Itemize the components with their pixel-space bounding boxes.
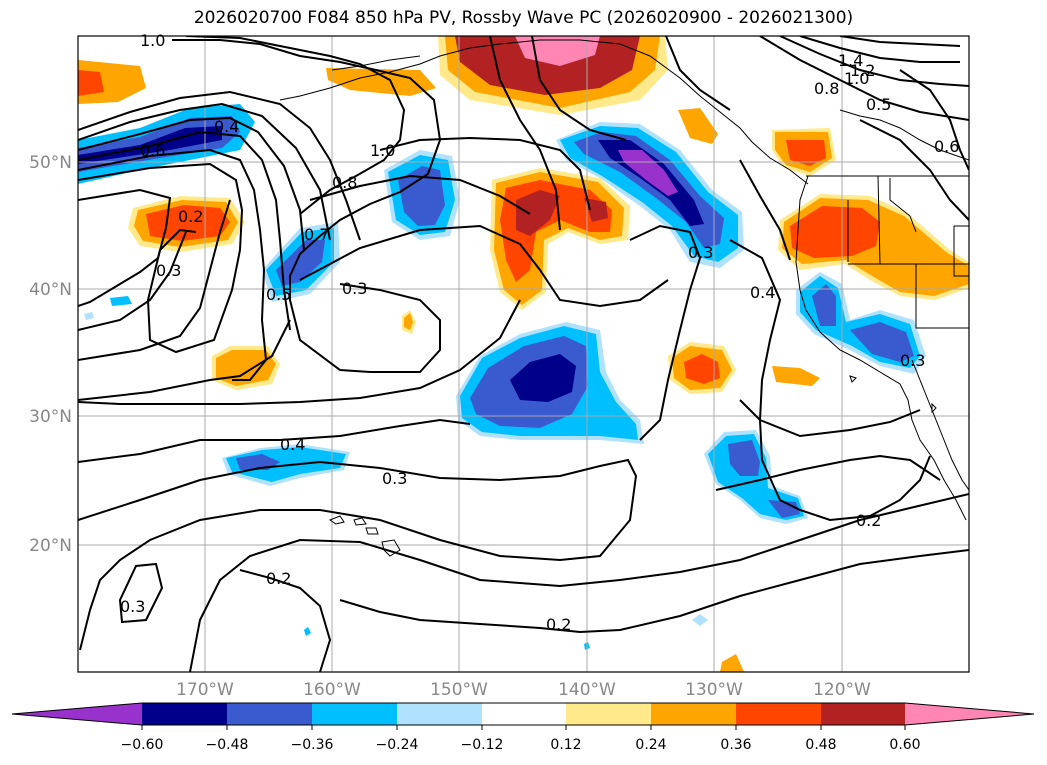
contour-label: 1.0: [140, 31, 165, 50]
pv-shade-pos-024: [404, 313, 413, 330]
pv-shade-neg-048: [510, 354, 576, 402]
contour-label: 0.3: [382, 469, 407, 488]
contour-label: 0.3: [342, 279, 367, 298]
colorbar-bin: [227, 703, 312, 725]
colorbar-bin: [566, 703, 651, 725]
pv-shade-pos-036: [790, 206, 880, 258]
colorbar-tick-label: −0.60: [121, 737, 164, 753]
contour-label: 0.8: [814, 79, 839, 98]
colorbar-bin: [312, 703, 397, 725]
contour-label: 1.2: [850, 61, 875, 80]
pv-shade-pos-024: [678, 108, 718, 144]
pv-shade-neg-036: [398, 166, 445, 226]
contour-label: 0.3: [120, 597, 145, 616]
colorbar-tick-label: −0.24: [376, 737, 419, 753]
lat-label: 30°N: [29, 407, 72, 427]
lon-label: 130°W: [685, 680, 743, 700]
colorbar-tick-label: 0.24: [635, 737, 666, 753]
contour-label: 1.4: [838, 51, 863, 70]
pv-shade-neg-036: [850, 322, 914, 362]
colorbar-bin: [651, 703, 736, 725]
contour-label: 0.8: [332, 173, 357, 192]
colorbar: −0.60 −0.48 −0.36 −0.24 −0.12 0.12 0.24 …: [11, 702, 1035, 753]
pv-shade-neg-012: [692, 614, 708, 626]
map-title: 2026020700 F084 850 hPa PV, Rossby Wave …: [193, 8, 854, 28]
contour-label: 0.2: [546, 615, 571, 634]
pv-shade-neg-012: [84, 312, 94, 320]
pv-shade-pos-036: [684, 354, 720, 384]
colorbar-extend-low: [12, 703, 142, 725]
pv-shade-pos-024: [772, 366, 820, 386]
colorbar-bin: [821, 703, 905, 725]
contour-label: 0.6: [934, 137, 959, 156]
contour-label: 0.4: [280, 435, 305, 454]
contour-label: 0.2: [178, 207, 203, 226]
contour-label: 1.0: [370, 141, 395, 160]
lon-label: 160°W: [303, 680, 361, 700]
pv-shade-neg-036: [236, 454, 280, 470]
lon-label: 120°W: [813, 680, 871, 700]
lon-label: 170°W: [176, 680, 234, 700]
contour-label: 0.5: [866, 95, 891, 114]
contour-label: 0.7: [304, 225, 329, 244]
contour-label: 0.3: [688, 243, 713, 262]
latitude-labels: 50°N 40°N 30°N 20°N: [29, 153, 72, 556]
colorbar-bin: [482, 703, 566, 725]
contour-label: 0.5: [266, 285, 291, 304]
pv-shade-neg-024: [110, 296, 132, 306]
pv-shade-pos-048: [516, 190, 560, 236]
colorbar-bin: [736, 703, 821, 725]
pv-shade-pos-036: [78, 70, 104, 96]
pv-shade-pos-024: [326, 68, 436, 96]
contour-labels: 1.0 0.6 0.4 0.2 0.3 0.5 0.7 0.8 1.0 0.3 …: [120, 31, 959, 634]
lat-label: 40°N: [29, 280, 72, 300]
pv-shade-pos-048: [584, 198, 608, 222]
longitude-labels: 170°W 160°W 150°W 140°W 130°W 120°W: [176, 680, 871, 700]
colorbar-tick-label: −0.48: [206, 737, 249, 753]
colorbar-tick-label: −0.12: [461, 737, 504, 753]
colorbar-tick-label: 0.36: [720, 737, 751, 753]
pv-contours: [78, 36, 969, 672]
pv-shade-pos-036: [786, 140, 826, 166]
colorbar-tick-label: 0.48: [805, 737, 836, 753]
graticule: [78, 36, 969, 672]
pv-shade-pos-024: [720, 654, 744, 672]
colorbar-extend-high: [905, 703, 1034, 725]
pv-shade-neg-036: [728, 440, 760, 476]
contour-label: 0.3: [900, 351, 925, 370]
colorbar-bin: [142, 703, 227, 725]
lon-label: 150°W: [430, 680, 488, 700]
lon-label: 140°W: [558, 680, 616, 700]
contour-label: 0.2: [856, 511, 881, 530]
contour-label: 0.4: [214, 117, 239, 136]
map-frame: [77, 35, 970, 673]
contour-label: 0.4: [750, 283, 775, 302]
pv-shade-neg-024: [304, 627, 311, 636]
lat-label: 20°N: [29, 536, 72, 556]
contour-label: 0.2: [266, 569, 291, 588]
lat-label: 50°N: [29, 153, 72, 173]
colorbar-bin: [397, 703, 482, 725]
pv-shade-neg-036: [276, 240, 325, 286]
pv-shade-neg-036: [768, 500, 800, 518]
pv-shade-neg-036: [812, 284, 836, 326]
contour-label: 0.6: [140, 141, 165, 160]
contour-label: 1.0: [844, 69, 869, 88]
colorbar-tick-label: 0.60: [889, 737, 920, 753]
colorbar-tick-label: 0.12: [550, 737, 581, 753]
colorbar-tick-label: −0.36: [291, 737, 334, 753]
contour-label: 0.3: [156, 261, 181, 280]
